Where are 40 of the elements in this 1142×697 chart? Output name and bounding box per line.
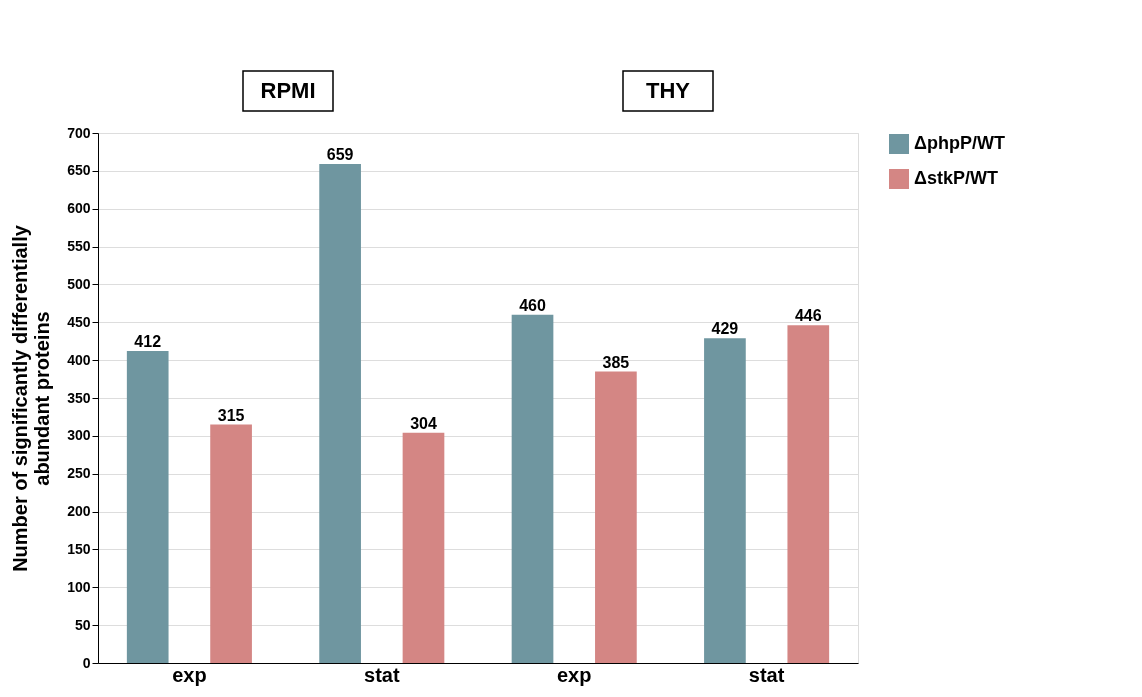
data-label: 429 <box>711 320 739 338</box>
x-tick-label: stat <box>748 663 785 686</box>
y-tick-label: 600 <box>67 200 91 217</box>
y-tick-label: 450 <box>67 313 91 330</box>
bar <box>319 164 361 663</box>
y-tick-label: 350 <box>67 389 91 406</box>
y-tick-label: 550 <box>67 238 91 255</box>
x-tick-label: stat <box>364 663 400 686</box>
bar <box>402 432 445 663</box>
x-tick-label: exp <box>172 663 207 686</box>
y-tick-label: 50 <box>74 616 91 633</box>
y-tick-label: 400 <box>67 351 91 368</box>
bar <box>210 424 252 663</box>
legend-label: ΔphpP/WT <box>914 133 1005 153</box>
text: THY <box>646 78 691 103</box>
y-tick-label: 100 <box>67 578 91 595</box>
bar <box>511 314 554 663</box>
x-tick-label: exp <box>556 663 592 686</box>
y-tick-label: 300 <box>67 427 91 444</box>
y-tick-label: 0 <box>82 654 91 671</box>
bar <box>704 338 746 663</box>
data-label: 304 <box>410 414 437 432</box>
data-label: 460 <box>519 296 546 314</box>
data-label: 385 <box>602 353 630 371</box>
legend-label: ΔstkP/WT <box>914 168 998 188</box>
y-tick-label: 500 <box>67 275 91 292</box>
data-label: 315 <box>217 406 245 424</box>
y-tick-label: 150 <box>67 540 91 557</box>
data-label: 412 <box>134 333 162 351</box>
y-tick-label: 700 <box>67 124 91 141</box>
data-label: 446 <box>794 307 822 325</box>
bar <box>787 325 830 663</box>
y-tick-label: 650 <box>67 162 91 179</box>
bar <box>126 351 169 663</box>
text: RPMI <box>260 78 316 103</box>
bar <box>595 371 637 663</box>
y-tick-label: 250 <box>67 465 91 482</box>
y-tick-label: 200 <box>67 503 91 520</box>
data-label: 659 <box>326 146 354 164</box>
y-axis-title: Number of significantly differentially abundant proteins <box>9 224 54 572</box>
